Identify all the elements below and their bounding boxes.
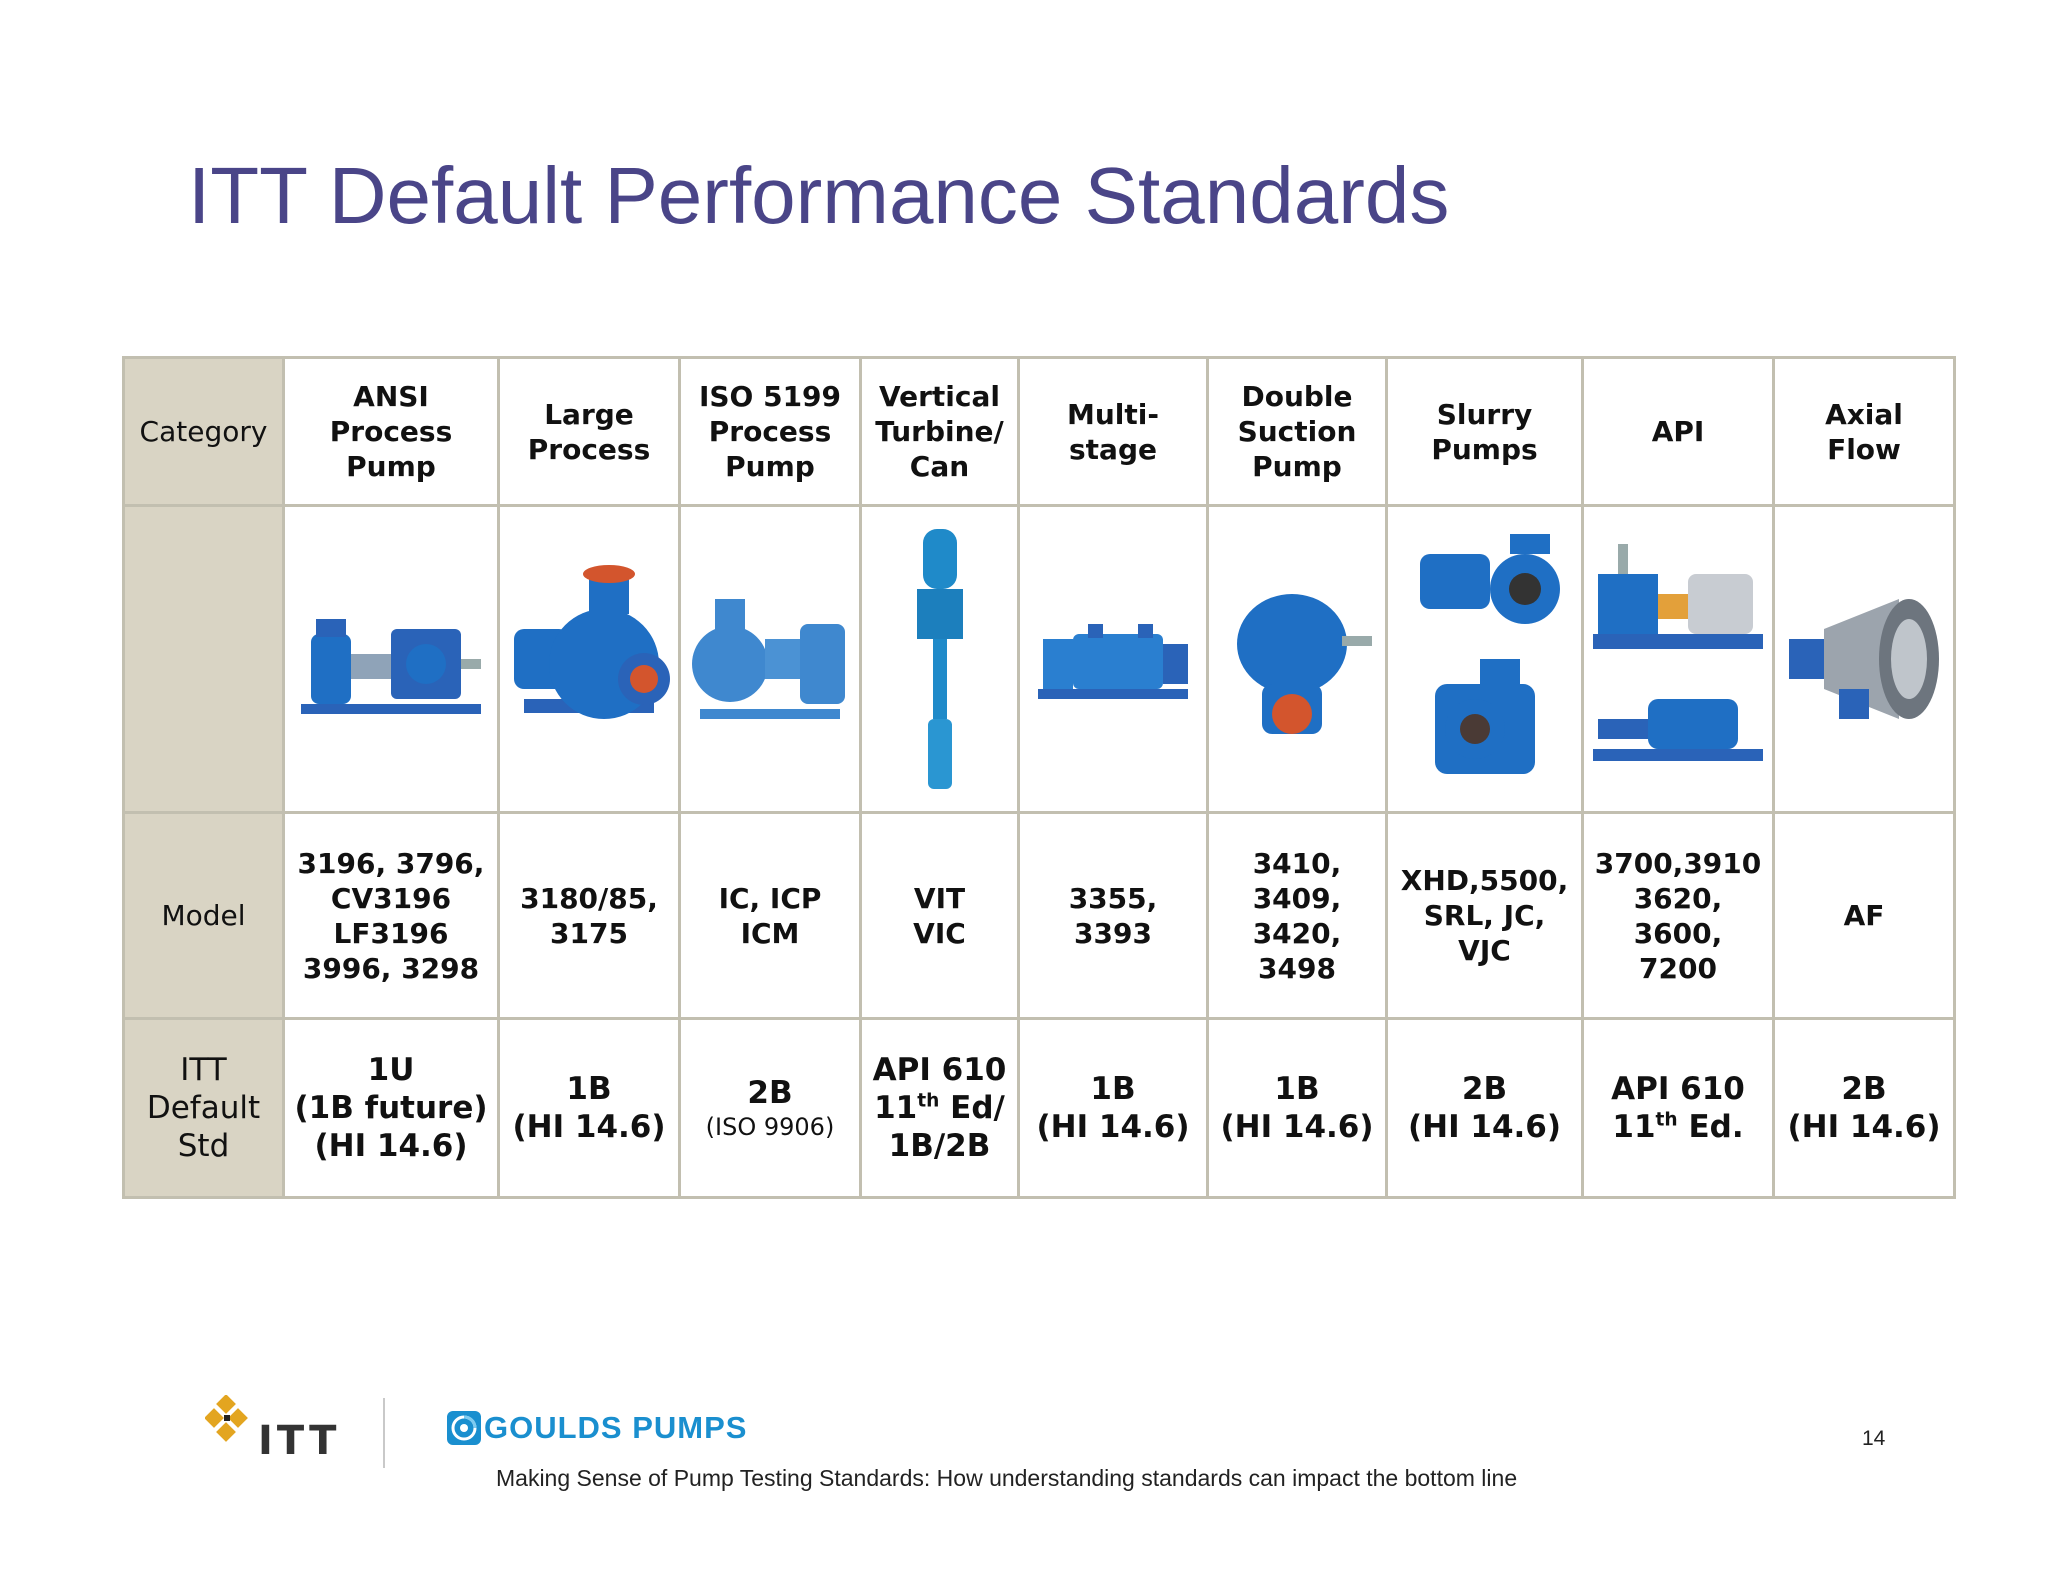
std-large-process: 1B (HI 14.6) xyxy=(497,1017,681,1199)
std-iso: 2B (ISO 9906) xyxy=(678,1017,862,1199)
model-ansi: 3196, 3796, CV3196 LF3196 3996, 3298 xyxy=(282,811,500,1020)
std-vertical-turbine: API 610 11th Ed/ 1B/2B xyxy=(859,1017,1020,1199)
image-row xyxy=(122,504,1956,814)
performance-standards-table: Category ANSI Process Pump Large Process I… xyxy=(122,356,1956,1199)
header-row: Category ANSI Process Pump Large Process I… xyxy=(122,356,1956,507)
header-api: API xyxy=(1581,356,1775,507)
model-row: Model 3196, 3796, CV3196 LF3196 3996, 3298 … xyxy=(122,811,1956,1020)
header-ansi-process-pump: ANSI Process Pump xyxy=(282,356,500,507)
pump-image-vertical-turbine xyxy=(859,504,1020,814)
pump-image-iso-5199 xyxy=(678,504,862,814)
page-number: 14 xyxy=(1862,1427,1886,1450)
model-slurry: XHD,5500, SRL, JC, VJC xyxy=(1385,811,1584,1020)
large-process-pump-icon xyxy=(514,565,670,719)
pump-image-axial-flow xyxy=(1772,504,1956,814)
goulds-pumps-logo-text: GOULDS PUMPS xyxy=(484,1410,748,1445)
std-api: API 610 11th Ed. xyxy=(1581,1017,1775,1199)
std-row: ITT Default Std 1U (1B future) (HI 14.6) 1B(… xyxy=(122,1017,1956,1199)
pump-image-slurry xyxy=(1385,504,1584,814)
model-iso: IC, ICP ICM xyxy=(678,811,862,1020)
vertical-turbine-pump-icon xyxy=(916,529,963,789)
header-axial-flow: Axial Flow xyxy=(1772,356,1956,507)
goulds-swirl-icon xyxy=(447,1411,481,1445)
pump-image-api xyxy=(1581,504,1775,814)
std-ansi: 1U (1B future) (HI 14.6) xyxy=(282,1017,500,1199)
multistage-pump-icon xyxy=(1038,624,1188,699)
slurry-pump-icon xyxy=(1419,534,1560,774)
header-iso-5199: ISO 5199 Process Pump xyxy=(678,356,862,507)
model-large-process: 3180/85, 3175 xyxy=(497,811,681,1020)
pump-image-multistage xyxy=(1017,504,1209,814)
header-slurry-pumps: Slurry Pumps xyxy=(1385,356,1584,507)
pump-image-large-process xyxy=(497,504,681,814)
std-axial-flow: 2B (HI 14.6) xyxy=(1772,1017,1956,1199)
itt-logo-text: ITT xyxy=(258,1418,341,1464)
model-multistage: 3355, 3393 xyxy=(1017,811,1209,1020)
model-vertical-turbine: VIT VIC xyxy=(859,811,1020,1020)
model-double-suction: 3410, 3409, 3420, 3498 xyxy=(1206,811,1388,1020)
std-label: ITT Default Std xyxy=(122,1017,285,1199)
pump-image-ansi xyxy=(282,504,500,814)
model-api: 3700,3910 3620, 3600, 7200 xyxy=(1581,811,1775,1020)
axial-flow-pump-icon xyxy=(1789,599,1939,719)
model-label: Model xyxy=(122,811,285,1020)
double-suction-pump-icon xyxy=(1237,594,1372,734)
itt-logo-icon xyxy=(205,1395,248,1442)
std-double-suction: 1B (HI 14.6) xyxy=(1206,1017,1388,1199)
iso-process-pump-icon xyxy=(692,599,845,719)
header-multistage: Multi-stage xyxy=(1017,356,1209,507)
header-double-suction: Double Suction Pump xyxy=(1206,356,1388,507)
page-title: ITT Default Performance Standards xyxy=(188,151,1450,240)
model-axial-flow: AF xyxy=(1772,811,1956,1020)
footer-divider xyxy=(383,1398,385,1468)
std-slurry: 2B (HI 14.6) xyxy=(1385,1017,1584,1199)
header-vertical-turbine: Vertical Turbine/Can xyxy=(859,356,1020,507)
api-pump-icon xyxy=(1593,544,1763,761)
header-large-process: Large Process xyxy=(497,356,681,507)
ansi-pump-icon xyxy=(301,619,481,714)
pump-image-double-suction xyxy=(1206,504,1388,814)
category-label: Category xyxy=(122,356,285,507)
image-row-label xyxy=(122,504,285,814)
std-multistage: 1B (HI 14.6) xyxy=(1017,1017,1209,1199)
footer-tagline: Making Sense of Pump Testing Standards: … xyxy=(496,1465,1518,1491)
